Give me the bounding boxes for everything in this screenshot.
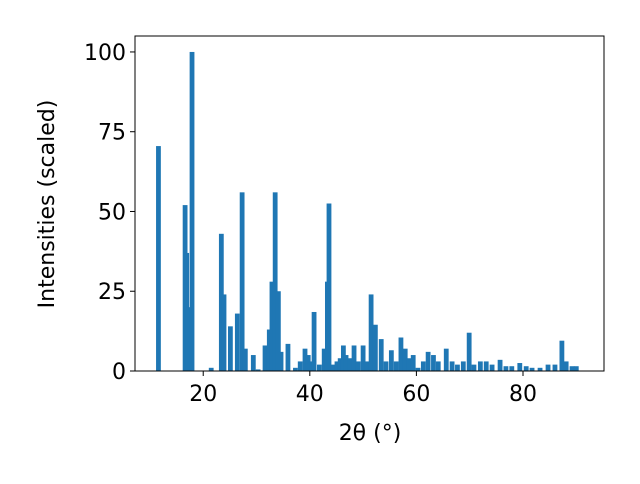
bar <box>497 359 503 371</box>
bar <box>285 343 291 371</box>
bar <box>275 291 281 371</box>
bar <box>552 364 558 371</box>
bar <box>455 364 460 371</box>
bar <box>239 192 245 371</box>
bar <box>477 361 483 371</box>
bar <box>517 363 523 371</box>
bar <box>297 361 303 371</box>
bar <box>483 361 489 371</box>
y-tick-label: 75 <box>98 121 126 146</box>
bar <box>398 337 404 371</box>
bar <box>266 329 272 371</box>
bar <box>156 146 161 371</box>
bar <box>466 332 472 371</box>
x-tick-label: 40 <box>296 382 324 407</box>
bar <box>185 307 191 371</box>
bar <box>563 361 569 371</box>
bar <box>415 367 421 371</box>
bar <box>435 361 441 371</box>
bar <box>368 294 374 371</box>
bar <box>443 348 449 371</box>
bar <box>330 364 336 371</box>
bar <box>326 203 332 371</box>
bar <box>425 351 431 371</box>
y-tick-label: 25 <box>98 280 126 305</box>
bar <box>406 358 412 371</box>
bar <box>269 281 275 371</box>
bar <box>529 367 535 371</box>
bar <box>573 366 579 371</box>
x-axis-label: 2θ (°) <box>339 421 402 446</box>
bar <box>410 355 416 371</box>
bar <box>471 364 477 371</box>
bar <box>302 348 308 371</box>
bar <box>383 361 389 371</box>
bar <box>278 351 284 371</box>
bar <box>334 361 340 371</box>
y-tick-label: 50 <box>98 200 126 225</box>
bar <box>372 324 378 371</box>
x-tick-label: 20 <box>189 382 217 407</box>
bar <box>293 367 298 371</box>
bar <box>218 233 224 371</box>
bar <box>402 348 408 371</box>
bar <box>340 345 346 371</box>
bar <box>317 364 322 371</box>
y-tick-label: 100 <box>84 41 126 66</box>
bar <box>250 355 256 371</box>
bar <box>272 192 278 371</box>
bar <box>509 366 515 371</box>
bar <box>388 350 394 371</box>
bar <box>347 358 353 371</box>
bar <box>343 355 349 371</box>
bar <box>311 311 317 371</box>
bar <box>364 361 370 371</box>
bar <box>351 345 357 371</box>
bar <box>503 366 509 371</box>
y-axis-label: Intensities (scaled) <box>35 100 60 309</box>
bar <box>449 361 455 371</box>
bar <box>360 345 366 371</box>
bar <box>262 345 268 371</box>
bar <box>228 326 233 371</box>
bar <box>242 348 248 371</box>
bar <box>208 367 214 371</box>
bar <box>355 361 361 371</box>
bar <box>321 348 327 371</box>
bar <box>309 361 314 371</box>
bar <box>420 361 426 371</box>
bar <box>393 361 399 371</box>
bar <box>569 366 575 371</box>
bar <box>489 364 495 371</box>
bar <box>221 294 227 371</box>
x-tick-label: 60 <box>402 382 430 407</box>
bar <box>378 339 384 371</box>
bar <box>523 366 529 371</box>
bar <box>255 369 261 371</box>
bar <box>545 364 551 371</box>
bar <box>234 313 240 371</box>
bar <box>337 358 343 371</box>
bar <box>559 340 565 371</box>
plot-frame <box>134 35 605 372</box>
x-tick-label: 80 <box>509 382 537 407</box>
bar <box>189 51 195 371</box>
y-tick-label: 0 <box>112 360 126 385</box>
bar <box>537 367 543 371</box>
bar <box>431 355 436 371</box>
bar <box>460 361 466 371</box>
bar <box>305 355 311 371</box>
